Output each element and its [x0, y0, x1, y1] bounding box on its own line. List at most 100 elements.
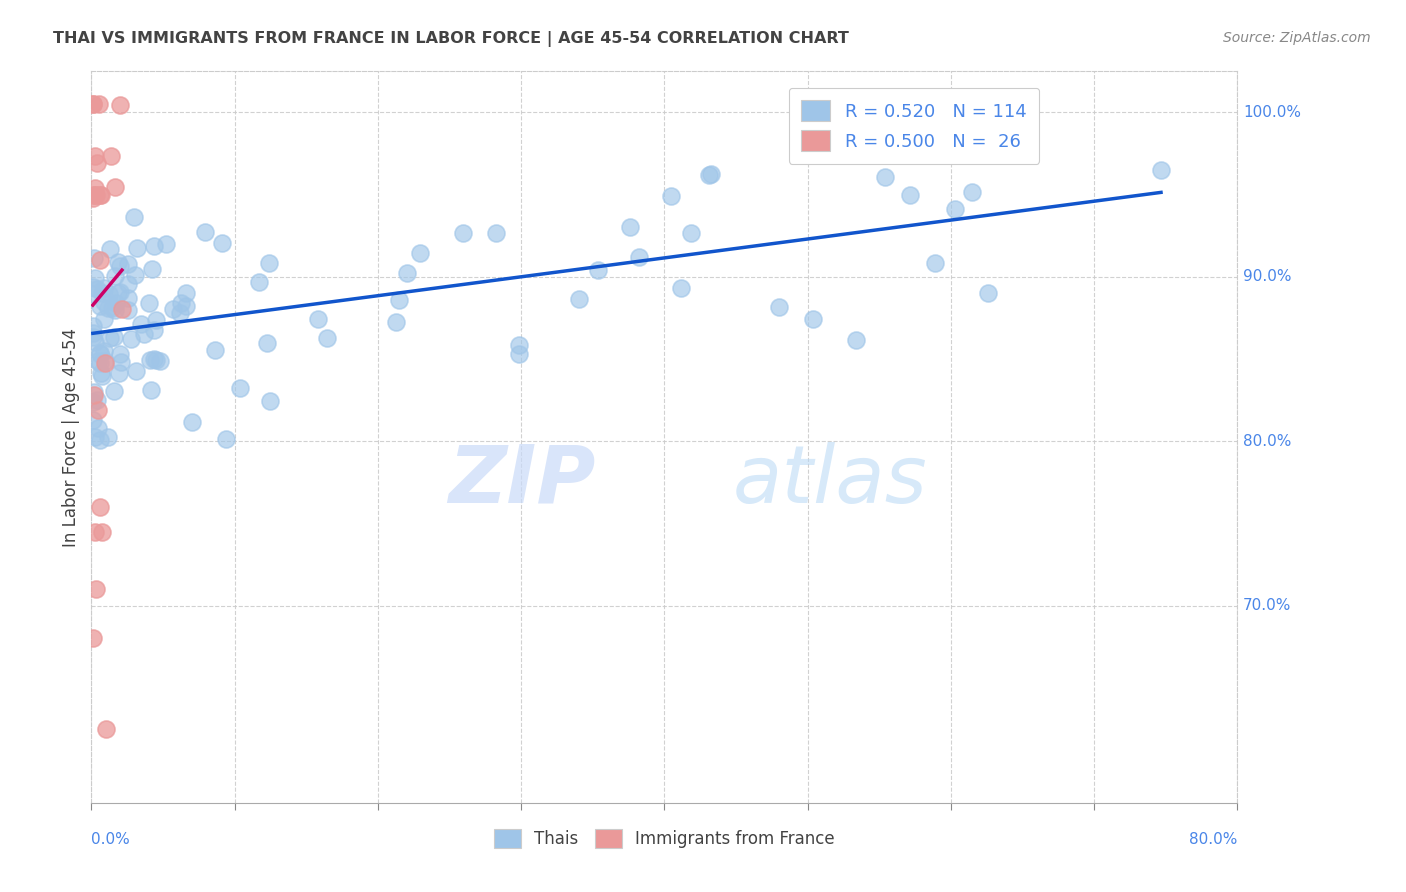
Legend: Thais, Immigrants from France: Thais, Immigrants from France	[485, 821, 844, 856]
Point	[108, 366, 131, 380]
Point	[82, 319, 104, 334]
Point	[89, 253, 111, 268]
Text: 80.0%: 80.0%	[1243, 434, 1291, 449]
Point	[845, 333, 868, 347]
Point	[91, 286, 114, 301]
Point	[86, 282, 108, 296]
Point	[104, 303, 127, 318]
Point	[259, 393, 281, 408]
Point	[307, 312, 329, 326]
Point	[451, 227, 474, 241]
Point	[669, 281, 692, 295]
Point	[98, 287, 121, 301]
Point	[89, 187, 111, 202]
Point	[93, 294, 115, 309]
Point	[129, 317, 152, 331]
Point	[143, 352, 166, 367]
Point	[108, 285, 131, 299]
Point	[111, 302, 134, 317]
Point	[170, 295, 193, 310]
Text: ZIP: ZIP	[449, 442, 596, 520]
Point	[90, 524, 112, 539]
Text: 100.0%: 100.0%	[1243, 105, 1301, 120]
Point	[143, 239, 166, 253]
Text: 70.0%: 70.0%	[1243, 598, 1291, 613]
Point	[90, 366, 112, 380]
Point	[100, 149, 122, 163]
Point	[247, 275, 270, 289]
Point	[82, 279, 104, 293]
Point	[315, 331, 337, 345]
Point	[138, 296, 160, 310]
Point	[619, 220, 641, 235]
Point	[82, 330, 104, 344]
Point	[104, 180, 127, 194]
Point	[103, 384, 125, 399]
Point	[90, 369, 112, 384]
Point	[84, 430, 107, 444]
Point	[84, 181, 107, 195]
Point	[82, 413, 104, 427]
Point	[981, 131, 1004, 145]
Point	[117, 291, 139, 305]
Point	[94, 356, 117, 370]
Point	[588, 262, 610, 277]
Point	[94, 354, 117, 368]
Point	[90, 187, 112, 202]
Point	[83, 252, 105, 266]
Point	[155, 236, 177, 251]
Point	[204, 343, 226, 357]
Point	[214, 432, 236, 446]
Point	[117, 277, 139, 291]
Point	[100, 242, 122, 256]
Point	[107, 286, 129, 301]
Point	[104, 295, 127, 310]
Point	[89, 346, 111, 360]
Text: Source: ZipAtlas.com: Source: ZipAtlas.com	[1223, 31, 1371, 45]
Point	[87, 353, 110, 368]
Point	[108, 347, 131, 361]
Point	[508, 347, 530, 361]
Point	[86, 421, 108, 435]
Point	[87, 97, 110, 112]
Point	[1150, 162, 1173, 177]
Point	[98, 331, 121, 345]
Point	[801, 311, 824, 326]
Point	[103, 269, 125, 284]
Point	[256, 335, 278, 350]
Point	[257, 256, 280, 270]
Point	[117, 302, 139, 317]
Point	[180, 415, 202, 429]
Point	[108, 98, 131, 112]
Point	[385, 315, 408, 329]
Point	[93, 343, 115, 358]
Point	[125, 242, 148, 256]
Point	[149, 354, 172, 368]
Text: 0.0%: 0.0%	[91, 832, 131, 847]
Point	[103, 330, 125, 344]
Point	[697, 168, 720, 182]
Point	[89, 347, 111, 361]
Point	[87, 403, 110, 417]
Point	[100, 301, 122, 315]
Text: 90.0%: 90.0%	[1243, 269, 1292, 285]
Point	[162, 301, 184, 316]
Point	[117, 257, 139, 271]
Point	[110, 355, 132, 369]
Point	[699, 167, 721, 181]
Point	[388, 293, 411, 307]
Point	[82, 632, 104, 646]
Point	[145, 352, 167, 367]
Point	[145, 312, 167, 326]
Point	[169, 306, 191, 320]
Point	[89, 356, 111, 370]
Point	[768, 300, 790, 314]
Point	[679, 226, 702, 240]
Point	[875, 169, 897, 184]
Text: 80.0%: 80.0%	[1189, 832, 1237, 847]
Point	[94, 722, 117, 736]
Point	[194, 225, 217, 239]
Point	[89, 433, 111, 447]
Point	[139, 353, 162, 368]
Point	[82, 395, 104, 409]
